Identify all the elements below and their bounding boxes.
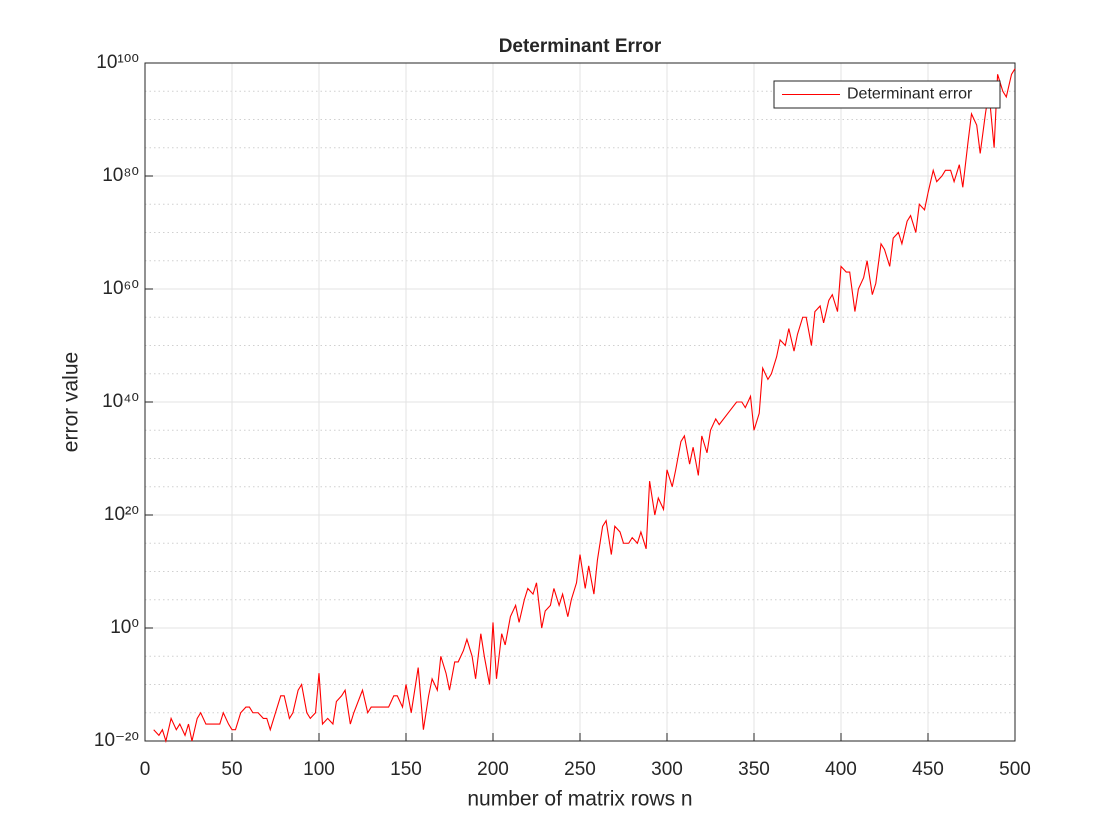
x-tick-label: 500 — [999, 759, 1031, 780]
y-tick-label: 10²⁰ — [104, 504, 139, 525]
chart-title: Determinant Error — [499, 36, 662, 57]
x-tick-label: 200 — [477, 759, 509, 780]
y-tick-label: 10¹⁰⁰ — [96, 52, 139, 73]
x-tick-label: 400 — [825, 759, 857, 780]
y-tick-label: 10⁰ — [110, 617, 139, 638]
x-tick-label: 150 — [390, 759, 422, 780]
legend-label: Determinant error — [847, 86, 973, 103]
x-tick-label: 250 — [564, 759, 596, 780]
y-tick-label: 10⁸⁰ — [102, 165, 139, 186]
axes-box — [144, 62, 1016, 742]
data-line — [153, 68, 1016, 744]
x-tick-label: 50 — [221, 759, 242, 780]
y-tick-label: 10⁶⁰ — [102, 278, 139, 299]
y-tick-label: 10⁴⁰ — [102, 391, 139, 412]
x-tick-label: 450 — [912, 759, 944, 780]
legend: Determinant error — [773, 80, 1001, 109]
x-tick-label: 100 — [303, 759, 335, 780]
x-tick-label: 350 — [738, 759, 770, 780]
x-tick-label: 0 — [140, 759, 151, 780]
y-tick-label: 10⁻²⁰ — [94, 730, 139, 751]
x-tick-label: 300 — [651, 759, 683, 780]
x-axis-label: number of matrix rows n — [467, 788, 692, 811]
y-axis-label: error value — [60, 352, 83, 452]
